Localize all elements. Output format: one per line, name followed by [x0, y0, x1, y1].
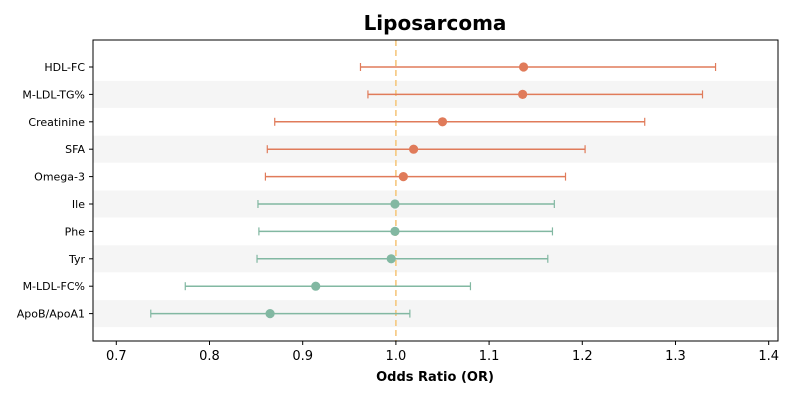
y-tick-label: Phe	[65, 225, 86, 238]
estimate-row	[258, 226, 554, 236]
x-tick-label: 1.3	[665, 349, 686, 364]
y-tick-label: Omega-3	[34, 171, 85, 184]
estimate-row	[150, 309, 411, 319]
odds-ratio-point	[265, 309, 275, 319]
y-tick-label: M-LDL-TG%	[22, 88, 85, 101]
y-tick-label: HDL-FC	[44, 61, 85, 74]
estimate-row	[266, 144, 586, 154]
odds-ratio-point	[408, 144, 419, 154]
estimate-row	[184, 281, 472, 291]
odds-ratio-point	[398, 172, 408, 182]
y-axis: HDL-FC M-LDL-TG% Creatinine SFA Omega-3 Ile Ph…	[17, 61, 93, 321]
odds-ratio-point	[390, 199, 400, 209]
chart-title: Liposarcoma	[364, 11, 507, 35]
y-tick-label: ApoB/ApoA1	[17, 308, 85, 321]
x-axis-label: Odds Ratio (OR)	[376, 370, 494, 385]
x-tick-label: 1.0	[386, 349, 407, 364]
x-tick-label: 0.9	[292, 349, 313, 364]
odds-ratio-point	[437, 117, 448, 127]
y-tick-label: Creatinine	[28, 116, 85, 129]
odds-ratio-point	[518, 62, 529, 72]
estimate-row	[264, 172, 567, 182]
y-tick-label: Ile	[72, 198, 85, 211]
x-tick-label: 1.4	[758, 349, 779, 364]
x-tick-label: 1.1	[479, 349, 500, 364]
odds-ratio-point	[390, 226, 400, 236]
odds-ratio-point	[386, 254, 396, 264]
plot-frame	[92, 39, 779, 342]
x-tick-label: 0.7	[106, 349, 127, 364]
x-tick-label: 0.8	[199, 349, 220, 364]
estimate-row	[257, 199, 555, 209]
estimate-row	[256, 254, 549, 264]
y-tick-label: M-LDL-FC%	[23, 280, 85, 293]
data-rows	[150, 62, 717, 319]
x-axis: 0.7 0.8 0.9 1.0 1.1 1.2 1.3 1.4	[106, 341, 779, 364]
estimate-row	[359, 62, 717, 72]
y-tick-label: Tyr	[68, 253, 86, 266]
estimate-row	[274, 117, 646, 127]
y-tick-label: SFA	[65, 143, 85, 156]
x-tick-label: 1.2	[572, 349, 593, 364]
odds-ratio-point	[311, 281, 321, 291]
odds-ratio-point	[518, 89, 528, 99]
estimate-row	[367, 89, 704, 99]
